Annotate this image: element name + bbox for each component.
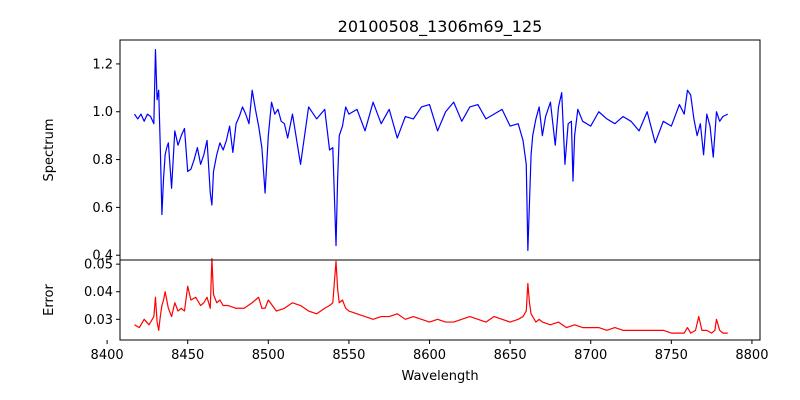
error-line xyxy=(134,258,728,334)
error-panel: 0.03 0.04 0.05 8400 8450 8500 8550 8600 8650 870… xyxy=(42,258,768,384)
spectrum-y-tick-label: 0.4 xyxy=(92,249,113,264)
spectrum-y-ticks: 0.4 0.6 0.8 1.0 1.2 xyxy=(92,57,120,264)
x-tick-label: 8750 xyxy=(655,348,688,363)
spectrum-y-tick-label: 1.0 xyxy=(92,105,113,120)
spectrum-y-tick-label: 0.8 xyxy=(92,153,113,168)
x-tick-label: 8400 xyxy=(91,348,124,363)
x-tick-label: 8700 xyxy=(574,348,607,363)
spectrum-panel: 0.4 0.6 0.8 1.0 1.2 Spectrum xyxy=(42,39,761,264)
spectrum-line xyxy=(134,48,729,252)
error-y-tick-label: 0.05 xyxy=(84,258,113,273)
spectrum-y-tick-label: 0.6 xyxy=(92,201,113,216)
chart-title: 20100508_1306m69_125 xyxy=(338,17,543,37)
wavelength-x-ticks: 8400 8450 8500 8550 8600 8650 8700 8750 8800 xyxy=(91,340,768,363)
x-tick-label: 8650 xyxy=(494,348,527,363)
x-tick-label: 8600 xyxy=(413,348,446,363)
x-tick-label: 8800 xyxy=(735,348,768,363)
x-axis-label: Wavelength xyxy=(401,369,478,384)
error-plot-area xyxy=(120,260,760,340)
error-y-ticks: 0.03 0.04 0.05 xyxy=(84,258,120,328)
x-tick-label: 8550 xyxy=(332,348,365,363)
error-y-tick-label: 0.04 xyxy=(84,285,113,300)
x-tick-label: 8500 xyxy=(252,348,285,363)
error-y-axis-label: Error xyxy=(42,284,57,316)
spectrum-y-axis-label: Spectrum xyxy=(42,119,57,182)
error-y-tick-label: 0.03 xyxy=(84,313,113,328)
x-tick-label: 8450 xyxy=(171,348,204,363)
spectrum-plot-area xyxy=(120,40,760,260)
spectrum-y-tick-label: 1.2 xyxy=(92,57,113,72)
error-frame xyxy=(119,259,761,341)
